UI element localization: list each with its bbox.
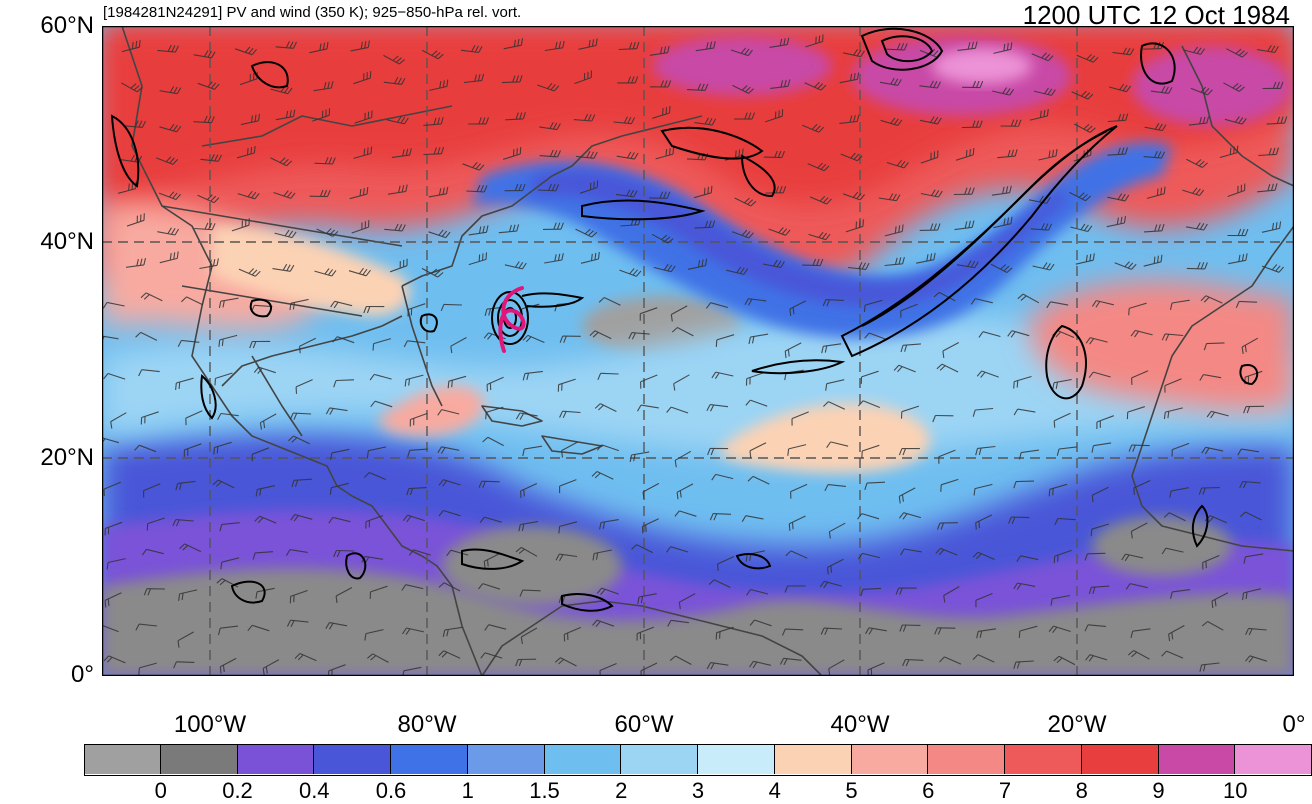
colorbar-tick-label: 1.5 xyxy=(529,778,560,803)
colorbar-swatch xyxy=(1081,744,1159,774)
colorbar-tick-label: 0 xyxy=(154,778,167,803)
lon-label-0: 0° xyxy=(1282,711,1306,738)
colorbar-swatch xyxy=(467,744,545,774)
graticule xyxy=(102,26,1294,676)
wind-barbs xyxy=(102,34,1288,676)
map-title-left: [1984281N24291] PV and wind (350 K); 925… xyxy=(103,4,522,21)
colorbar-swatch xyxy=(1235,744,1312,774)
lon-label-100w: 100°W xyxy=(173,711,247,738)
colorbar-tick-label: 10 xyxy=(1223,778,1248,803)
map-border xyxy=(102,26,1294,676)
colorbar-tick-label: 4 xyxy=(768,778,781,803)
pv-field xyxy=(102,26,1294,676)
colorbar-swatch xyxy=(1005,744,1082,774)
colorbar-swatch xyxy=(621,744,698,774)
lat-label-60n: 60°N xyxy=(40,12,94,39)
lat-label-0: 0° xyxy=(71,661,94,688)
colorbar-swatch xyxy=(84,744,161,774)
storm-track xyxy=(498,286,526,353)
colorbar-tick-label: 9 xyxy=(1152,778,1165,803)
colorbar-swatch xyxy=(160,744,238,774)
colorbar-tick-label: 6 xyxy=(922,778,935,803)
lon-label-80w: 80°W xyxy=(397,711,457,738)
lon-label-60w: 60°W xyxy=(614,711,674,738)
colorbar-tick-label: 5 xyxy=(845,778,858,803)
colorbar-tick-label: 8 xyxy=(1075,778,1088,803)
colorbar-swatch xyxy=(237,744,315,774)
vorticity-contours xyxy=(110,27,1259,612)
colorbar-tick-label: 2 xyxy=(615,778,628,803)
lon-label-20w: 20°W xyxy=(1047,711,1107,738)
colorbar-swatch xyxy=(1158,744,1236,774)
colorbar-swatch xyxy=(544,744,622,774)
colorbar-swatch xyxy=(391,744,468,774)
coastlines xyxy=(121,26,1294,676)
colorbar-swatch xyxy=(851,744,929,774)
colorbar-swatch xyxy=(774,744,852,774)
colorbar-tick-label: 7 xyxy=(998,778,1012,803)
colorbar-tick-label: 0.4 xyxy=(298,778,330,803)
pv-wind-map xyxy=(102,26,1294,676)
lat-label-40n: 40°N xyxy=(40,228,94,255)
colorbar-tick-label: 3 xyxy=(691,778,705,803)
colorbar-swatch xyxy=(928,744,1005,774)
colorbar-tick-label: 1 xyxy=(461,778,474,803)
colorbar-tick-label: 0.2 xyxy=(222,778,253,803)
map-title-right: 1200 UTC 12 Oct 1984 xyxy=(1022,0,1290,30)
colorbar-swatch xyxy=(314,744,391,774)
colorbar-tick-label: 0.6 xyxy=(375,778,407,803)
colorbar-swatch xyxy=(698,744,775,774)
lon-label-40w: 40°W xyxy=(830,711,890,738)
lat-label-20n: 20°N xyxy=(40,444,94,471)
pv-colorbar xyxy=(84,744,1312,774)
